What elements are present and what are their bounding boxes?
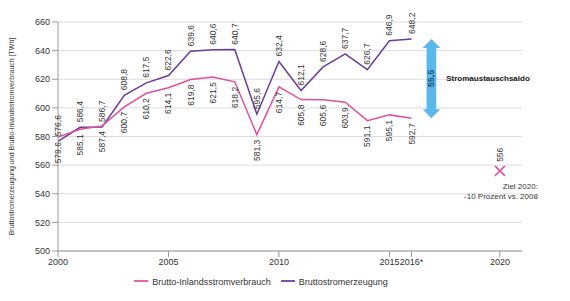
svg-text:Ziel 2020:: Ziel 2020: bbox=[503, 182, 538, 191]
svg-text:640,7: 640,7 bbox=[230, 23, 240, 45]
svg-text:587,4: 587,4 bbox=[97, 131, 107, 153]
svg-text:640,6: 640,6 bbox=[208, 23, 218, 45]
svg-text:608,8: 608,8 bbox=[119, 69, 129, 91]
svg-text:640: 640 bbox=[35, 46, 50, 56]
svg-text:591,1: 591,1 bbox=[362, 125, 372, 147]
svg-text:579,6: 579,6 bbox=[53, 142, 63, 164]
svg-text:595,1: 595,1 bbox=[384, 120, 394, 142]
svg-text:576,6: 576,6 bbox=[53, 115, 63, 137]
svg-text:620: 620 bbox=[35, 74, 50, 84]
svg-text:581,3: 581,3 bbox=[252, 139, 262, 161]
svg-text:2010: 2010 bbox=[269, 257, 289, 267]
svg-text:585,1: 585,1 bbox=[75, 134, 85, 156]
svg-text:648,2: 648,2 bbox=[407, 12, 417, 34]
svg-text:580: 580 bbox=[35, 132, 50, 142]
svg-text:595,6: 595,6 bbox=[252, 88, 262, 110]
svg-text:660: 660 bbox=[35, 17, 50, 27]
svg-text:2015: 2015 bbox=[379, 257, 399, 267]
svg-text:55,5: 55,5 bbox=[426, 70, 436, 88]
svg-text:639,6: 639,6 bbox=[186, 25, 196, 47]
svg-text:617,5: 617,5 bbox=[141, 56, 151, 78]
svg-text:Stromaustauschsaldo: Stromaustauschsaldo bbox=[446, 74, 530, 83]
svg-text:2005: 2005 bbox=[158, 257, 178, 267]
svg-text:605,6: 605,6 bbox=[318, 105, 328, 127]
svg-text:614,7: 614,7 bbox=[274, 92, 284, 114]
svg-text:592,7: 592,7 bbox=[407, 123, 417, 145]
svg-text:612,1: 612,1 bbox=[296, 64, 306, 86]
svg-text:600,7: 600,7 bbox=[119, 112, 129, 134]
svg-text:2020: 2020 bbox=[490, 257, 510, 267]
svg-text:500: 500 bbox=[35, 246, 50, 256]
svg-text:520: 520 bbox=[35, 218, 50, 228]
svg-text:618,2: 618,2 bbox=[230, 87, 240, 109]
svg-text:560: 560 bbox=[35, 160, 50, 170]
svg-text:605,8: 605,8 bbox=[296, 104, 306, 126]
svg-text:621,5: 621,5 bbox=[208, 82, 218, 104]
svg-text:632,4: 632,4 bbox=[274, 35, 284, 57]
svg-text:622,6: 622,6 bbox=[163, 49, 173, 71]
svg-text:610,2: 610,2 bbox=[141, 98, 151, 120]
svg-text:626,7: 626,7 bbox=[362, 43, 372, 65]
html-text:Brutto-Inlandsstromverbrauch: Brutto-Inlandsstromverbrauch bbox=[152, 277, 271, 287]
svg-text:-10 Prozent vs. 2008: -10 Prozent vs. 2008 bbox=[464, 192, 538, 201]
svg-text:540: 540 bbox=[35, 189, 50, 199]
svg-text:586,7: 586,7 bbox=[97, 100, 107, 122]
svg-text:Bruttostromerzeugung und Brutt: Bruttostromerzeugung und Brutto-Inlandss… bbox=[8, 38, 16, 236]
svg-text:603,9: 603,9 bbox=[340, 107, 350, 129]
svg-text:556: 556 bbox=[495, 147, 505, 161]
svg-text:2016*: 2016* bbox=[400, 257, 424, 267]
svg-text:619,8: 619,8 bbox=[186, 84, 196, 106]
svg-text:600: 600 bbox=[35, 103, 50, 113]
svg-text:586,4: 586,4 bbox=[75, 101, 85, 123]
svg-text:2000: 2000 bbox=[48, 257, 68, 267]
html-text:Bruttostromerzeugung: Bruttostromerzeugung bbox=[298, 277, 388, 287]
svg-text:646,9: 646,9 bbox=[384, 14, 394, 36]
svg-text:628,6: 628,6 bbox=[318, 40, 328, 62]
svg-text:637,7: 637,7 bbox=[340, 27, 350, 49]
svg-text:614,1: 614,1 bbox=[163, 92, 173, 114]
